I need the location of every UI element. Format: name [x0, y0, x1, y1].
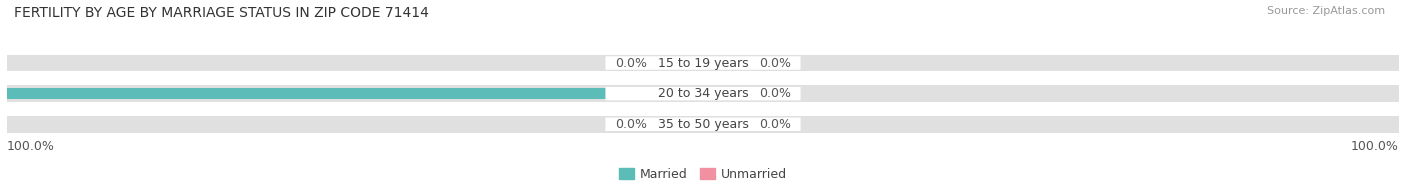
Text: Source: ZipAtlas.com: Source: ZipAtlas.com — [1267, 6, 1385, 16]
Bar — [7, 88, 703, 100]
Text: 35 to 50 years: 35 to 50 years — [658, 118, 748, 131]
Bar — [7, 116, 1399, 133]
Text: 20 to 34 years: 20 to 34 years — [658, 87, 748, 100]
Bar — [703, 57, 738, 69]
Bar — [668, 118, 703, 130]
Text: 0.0%: 0.0% — [759, 118, 790, 131]
Legend: Married, Unmarried: Married, Unmarried — [613, 163, 793, 186]
Bar — [668, 57, 703, 69]
Bar — [7, 85, 1399, 102]
Bar — [703, 118, 738, 130]
FancyBboxPatch shape — [606, 118, 800, 131]
Text: 0.0%: 0.0% — [759, 87, 790, 100]
Text: 15 to 19 years: 15 to 19 years — [658, 56, 748, 70]
Text: 0.0%: 0.0% — [616, 56, 647, 70]
FancyBboxPatch shape — [606, 56, 800, 70]
FancyBboxPatch shape — [606, 87, 800, 100]
Text: 100.0%: 100.0% — [7, 140, 55, 153]
Text: 100.0%: 100.0% — [1351, 140, 1399, 153]
Text: 0.0%: 0.0% — [759, 56, 790, 70]
Text: 0.0%: 0.0% — [616, 118, 647, 131]
Bar — [703, 88, 738, 100]
Text: FERTILITY BY AGE BY MARRIAGE STATUS IN ZIP CODE 71414: FERTILITY BY AGE BY MARRIAGE STATUS IN Z… — [14, 6, 429, 20]
Bar — [7, 55, 1399, 72]
